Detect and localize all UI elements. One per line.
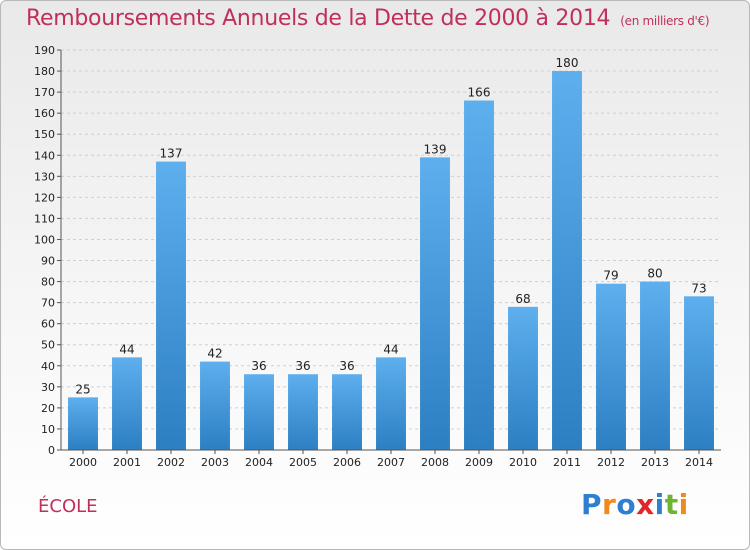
x-tick-label: 2003 [201, 456, 229, 469]
bar [112, 357, 142, 450]
bar-value-label: 79 [603, 269, 618, 283]
logo-letter: i [654, 488, 665, 521]
commune-name: ÉCOLE [38, 496, 98, 517]
x-tick-label: 2011 [553, 456, 581, 469]
bar [332, 374, 362, 450]
y-tick-label: 10 [41, 423, 55, 436]
y-tick-label: 70 [41, 297, 55, 310]
logo-letter: t [664, 488, 679, 521]
bar [596, 283, 626, 450]
x-tick-label: 2001 [113, 456, 141, 469]
bar-value-label: 137 [160, 147, 183, 161]
bar-value-label: 166 [468, 86, 491, 100]
bar [420, 157, 450, 451]
y-axis: 0 10 20 30 40 50 60 70 80 90 100 110 120 130 140 150 160… [34, 44, 62, 457]
bar-value-label: 36 [295, 359, 310, 373]
bars [68, 71, 714, 451]
y-tick-label: 170 [34, 86, 55, 99]
x-tick-label: 2014 [685, 456, 713, 469]
y-tick-label: 120 [34, 191, 55, 204]
bar-value-label: 44 [383, 342, 398, 356]
bar-value-label: 42 [207, 347, 222, 361]
bar [684, 296, 714, 450]
x-tick-label: 2005 [289, 456, 317, 469]
y-tick-label: 0 [48, 444, 55, 457]
x-tick-label: 2009 [465, 456, 493, 469]
bar-value-label: 139 [424, 142, 447, 156]
bar [552, 71, 582, 450]
bar-value-label: 44 [119, 342, 134, 356]
y-tick-label: 20 [41, 402, 55, 415]
y-tick-label: 110 [34, 212, 55, 225]
y-tick-label: 50 [41, 339, 55, 352]
logo-letter: r [602, 488, 617, 521]
bar [640, 281, 670, 450]
x-tick-label: 2012 [597, 456, 625, 469]
bar [156, 161, 186, 450]
bar [508, 306, 538, 450]
logo-letter: P [581, 488, 603, 521]
unit-subtitle: (en milliers d'€) [620, 14, 710, 28]
x-tick-label: 2008 [421, 456, 449, 469]
y-tick-label: 130 [34, 170, 55, 183]
y-tick-label: 160 [34, 107, 55, 120]
x-tick-label: 2006 [333, 456, 361, 469]
logo-letter: x [636, 488, 655, 521]
bar [244, 374, 274, 450]
x-tick-label: 2007 [377, 456, 405, 469]
y-tick-label: 60 [41, 318, 55, 331]
bar [288, 374, 318, 450]
title-text: Remboursements Annuels de la Dette de 20… [26, 6, 611, 31]
value-labels: 25 44 137 42 36 36 36 44 139 166 68 180 79 80 73 [75, 56, 706, 396]
x-tick-label: 2002 [157, 456, 185, 469]
y-tick-label: 90 [41, 255, 55, 268]
x-tick-label: 2010 [509, 456, 537, 469]
x-tick-label: 2013 [641, 456, 669, 469]
bar [464, 100, 494, 451]
bar-value-label: 80 [647, 267, 662, 281]
bar-value-label: 73 [691, 281, 706, 295]
bar-value-label: 36 [251, 359, 266, 373]
y-tick-label: 180 [34, 65, 55, 78]
proxiti-logo[interactable]: Proxiti [581, 488, 689, 521]
bar-value-label: 180 [556, 56, 579, 70]
bar [200, 361, 230, 450]
logo-letter: o [616, 488, 637, 521]
x-tick-label: 2004 [245, 456, 273, 469]
logo-letter: i [678, 488, 689, 521]
y-tick-label: 150 [34, 128, 55, 141]
bar-value-label: 25 [75, 382, 90, 396]
y-tick-label: 30 [41, 381, 55, 394]
chart-title: Remboursements Annuels de la Dette de 20… [26, 6, 710, 31]
y-tick-label: 40 [41, 360, 55, 373]
bar [68, 397, 98, 450]
y-tick-label: 100 [34, 233, 55, 246]
bar-value-label: 68 [515, 292, 530, 306]
y-tick-label: 80 [41, 276, 55, 289]
x-axis: 2000 2001 2002 2003 2004 2005 2006 2007 2008 2009… [61, 449, 721, 469]
y-tick-label: 190 [34, 44, 55, 57]
bar [376, 357, 406, 450]
x-tick-label: 2000 [69, 456, 97, 469]
y-tick-label: 140 [34, 149, 55, 162]
bar-value-label: 36 [339, 359, 354, 373]
